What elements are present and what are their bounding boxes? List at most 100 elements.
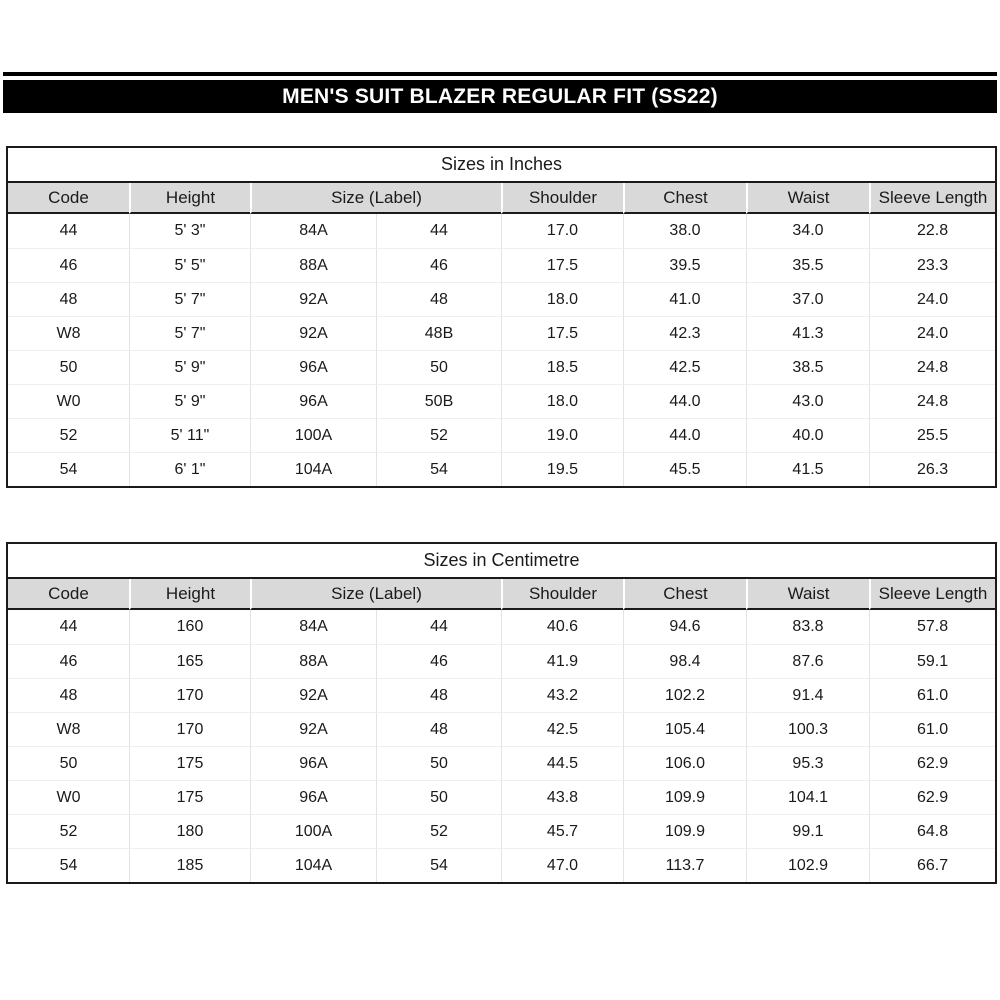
cell: 50B — [376, 384, 501, 418]
column-header-size-label: Size (Label) — [250, 183, 501, 214]
cell: 44 — [376, 214, 501, 248]
table-row: 46 5' 5" 88A 46 17.5 39.5 35.5 23.3 — [8, 248, 996, 282]
cell: 61.0 — [869, 712, 996, 746]
cell: 84A — [250, 214, 376, 248]
cell: 100A — [250, 814, 376, 848]
cell: 96A — [250, 384, 376, 418]
table-row: 50 175 96A 50 44.5 106.0 95.3 62.9 — [8, 746, 996, 780]
cell: 46 — [8, 644, 129, 678]
cell: 96A — [250, 746, 376, 780]
cell: 46 — [8, 248, 129, 282]
cell: 48 — [376, 712, 501, 746]
cell: 5' 7" — [129, 282, 250, 316]
cell: 104.1 — [746, 780, 869, 814]
cell: 44.5 — [501, 746, 623, 780]
cell: 100.3 — [746, 712, 869, 746]
cell: 57.8 — [869, 610, 995, 644]
table-row: 48 170 92A 48 43.2 102.2 91.4 61.0 — [8, 678, 996, 712]
cell: 39.5 — [623, 248, 746, 282]
cell: 43.8 — [501, 780, 623, 814]
cell: 88A — [250, 644, 376, 678]
column-header-chest: Chest — [623, 579, 746, 610]
cell: 104A — [250, 848, 376, 882]
cell: 91.4 — [746, 678, 869, 712]
cell: 62.9 — [869, 780, 996, 814]
cell: 41.3 — [746, 316, 869, 350]
cell: 175 — [129, 780, 250, 814]
cell: 180 — [129, 814, 250, 848]
cell: 5' 9" — [129, 384, 250, 418]
cell: 18.0 — [501, 384, 623, 418]
cell: 41.0 — [623, 282, 746, 316]
table-caption: Sizes in Inches — [8, 148, 996, 183]
cell: 64.8 — [869, 814, 996, 848]
cell: 92A — [250, 282, 376, 316]
cell: 100A — [250, 418, 376, 452]
cell: 37.0 — [746, 282, 869, 316]
cell: 24.0 — [869, 282, 996, 316]
cell: 44.0 — [623, 418, 746, 452]
cell: 50 — [376, 780, 501, 814]
cell: 113.7 — [623, 848, 746, 882]
cell: 48B — [376, 316, 501, 350]
cell: 43.0 — [746, 384, 869, 418]
column-header-code: Code — [8, 183, 129, 214]
cell: 83.8 — [746, 610, 869, 644]
cell: 46 — [376, 644, 501, 678]
cell: 50 — [8, 350, 129, 384]
table-row: 54 185 104A 54 47.0 113.7 102.9 66.7 — [8, 848, 996, 882]
sizes-centimetre-table: Sizes in Centimetre Code Height Size (La… — [6, 542, 998, 884]
cell: W8 — [8, 316, 129, 350]
cell: 54 — [376, 848, 501, 882]
cell: 44 — [59, 222, 78, 239]
cell: 24.0 — [869, 316, 996, 350]
table-caption: Sizes in Centimetre — [8, 544, 996, 579]
cell: 54 — [8, 848, 129, 882]
cell: 17.5 — [501, 248, 623, 282]
cell: 50 — [376, 746, 501, 780]
cell: 42.5 — [501, 712, 623, 746]
cell: 54 — [8, 452, 129, 486]
cell: 47.0 — [501, 848, 623, 882]
column-header-sleeve-length: Sleeve Length — [869, 183, 996, 214]
cell: 52 — [8, 418, 129, 452]
table-row: 52 180 100A 52 45.7 109.9 99.1 64.8 — [8, 814, 996, 848]
cell: 175 — [129, 746, 250, 780]
page-title: MEN'S SUIT BLAZER REGULAR FIT (SS22) — [3, 80, 997, 113]
cell: 44.0 — [623, 384, 746, 418]
table-caption-row: Sizes in Centimetre — [8, 544, 996, 579]
cell: 52 — [376, 418, 501, 452]
cell: 61.0 — [869, 678, 996, 712]
cell: 95.3 — [746, 746, 869, 780]
table-row: 50 5' 9" 96A 50 18.5 42.5 38.5 24.8 — [8, 350, 996, 384]
cell: 19.0 — [501, 418, 623, 452]
cell: 5' 11" — [129, 418, 250, 452]
table-row: 46 165 88A 46 41.9 98.4 87.6 59.1 — [8, 644, 996, 678]
cell: 52 — [8, 814, 129, 848]
cell: 24.8 — [869, 384, 996, 418]
cell: 59.1 — [869, 644, 996, 678]
cell: 48 — [8, 282, 129, 316]
cell: 23.3 — [869, 248, 996, 282]
table-row: 44 160 84A 44 40.6 94.6 83.8 57.8 — [8, 610, 995, 644]
cell: 40.0 — [746, 418, 869, 452]
cell: 170 — [129, 678, 250, 712]
cell: 38.0 — [623, 214, 746, 248]
table-row: W0 175 96A 50 43.8 109.9 104.1 62.9 — [8, 780, 996, 814]
cell: 96A — [250, 780, 376, 814]
column-header-shoulder: Shoulder — [501, 183, 623, 214]
table-row: 44 5' 3" 84A 44 17.0 38.0 34.0 22.8 — [8, 214, 995, 248]
table-row: W8 5' 7" 92A 48B 17.5 42.3 41.3 24.0 — [8, 316, 996, 350]
cell: 44 — [59, 618, 78, 635]
cell: 185 — [129, 848, 250, 882]
cell: 18.0 — [501, 282, 623, 316]
cell: 35.5 — [746, 248, 869, 282]
column-header-height: Height — [129, 579, 250, 610]
cell: 92A — [250, 316, 376, 350]
cell: 5' 9" — [129, 350, 250, 384]
cell: 170 — [129, 712, 250, 746]
sizes-inches-table: Sizes in Inches Code Height Size (Label)… — [6, 146, 998, 488]
cell: 66.7 — [869, 848, 996, 882]
cell: 5' 5" — [129, 248, 250, 282]
table-header-row: Code Height Size (Label) Shoulder Chest … — [8, 183, 996, 214]
